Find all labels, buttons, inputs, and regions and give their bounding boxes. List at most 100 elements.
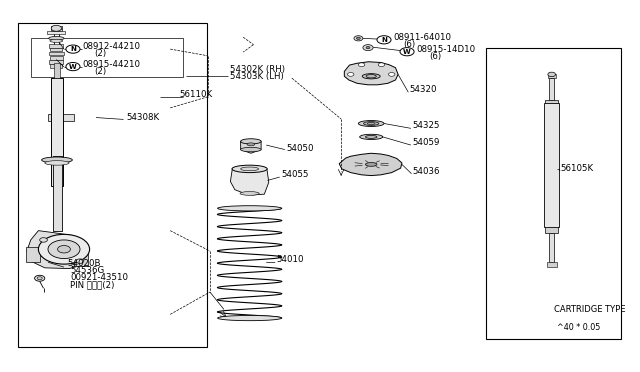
- Text: 54010: 54010: [276, 255, 304, 264]
- Ellipse shape: [218, 315, 282, 321]
- Bar: [49, 52, 64, 55]
- Ellipse shape: [218, 206, 282, 211]
- Text: 08915-44210: 08915-44210: [82, 60, 140, 69]
- Circle shape: [358, 63, 365, 67]
- Text: 54308K: 54308K: [126, 113, 159, 122]
- Text: 08915-14D10: 08915-14D10: [416, 45, 475, 54]
- Ellipse shape: [42, 157, 72, 163]
- Bar: [549, 78, 554, 100]
- Ellipse shape: [365, 135, 377, 138]
- Polygon shape: [27, 231, 87, 269]
- Text: 08912-44210: 08912-44210: [82, 42, 140, 51]
- Text: 54020B: 54020B: [67, 259, 100, 268]
- Text: 54303K (LH): 54303K (LH): [230, 72, 284, 81]
- Ellipse shape: [362, 74, 380, 79]
- Circle shape: [48, 240, 80, 259]
- Bar: [54, 63, 60, 78]
- Circle shape: [388, 73, 395, 76]
- Ellipse shape: [366, 74, 376, 78]
- Ellipse shape: [358, 121, 384, 126]
- Bar: [51, 26, 62, 31]
- Ellipse shape: [241, 147, 261, 152]
- Bar: [47, 31, 65, 34]
- Bar: [51, 78, 63, 186]
- Circle shape: [40, 238, 47, 242]
- Text: (6): (6): [429, 52, 441, 61]
- Text: 54302K (RH): 54302K (RH): [230, 65, 285, 74]
- Bar: [74, 250, 88, 266]
- Circle shape: [58, 246, 70, 253]
- Circle shape: [66, 45, 80, 53]
- Text: 54059: 54059: [413, 138, 440, 147]
- Circle shape: [366, 46, 370, 49]
- Text: 56105K: 56105K: [560, 164, 593, 173]
- Bar: [486, 48, 621, 339]
- Text: (2): (2): [95, 49, 107, 58]
- Bar: [49, 60, 63, 64]
- Polygon shape: [344, 62, 398, 85]
- Circle shape: [66, 62, 80, 71]
- Text: 54055: 54055: [282, 170, 309, 179]
- Text: W: W: [69, 64, 77, 70]
- Circle shape: [38, 234, 90, 264]
- Ellipse shape: [232, 165, 268, 173]
- Circle shape: [51, 25, 61, 31]
- Ellipse shape: [45, 161, 69, 165]
- Bar: [49, 44, 63, 48]
- Text: 00921-43510: 00921-43510: [70, 273, 129, 282]
- Circle shape: [378, 63, 385, 67]
- Text: N: N: [381, 37, 387, 43]
- Text: 54536G: 54536G: [70, 266, 105, 275]
- Ellipse shape: [241, 139, 261, 144]
- Bar: [26, 247, 40, 262]
- Text: 08911-64010: 08911-64010: [393, 33, 451, 42]
- Bar: [545, 227, 558, 232]
- Text: W: W: [403, 49, 411, 55]
- Ellipse shape: [50, 39, 63, 42]
- Circle shape: [348, 73, 354, 76]
- Bar: [50, 56, 63, 60]
- Bar: [48, 114, 74, 121]
- Bar: [18, 23, 207, 347]
- Circle shape: [363, 45, 373, 51]
- Bar: [545, 100, 558, 104]
- Text: (2): (2): [95, 67, 107, 76]
- Ellipse shape: [240, 192, 259, 195]
- Bar: [51, 48, 62, 51]
- Circle shape: [400, 48, 414, 56]
- Bar: [547, 262, 557, 267]
- Text: N: N: [70, 46, 76, 52]
- Polygon shape: [339, 153, 402, 176]
- Circle shape: [35, 275, 45, 281]
- Bar: [51, 64, 62, 68]
- Circle shape: [354, 36, 363, 41]
- Polygon shape: [230, 169, 269, 195]
- Bar: [53, 156, 62, 231]
- Bar: [549, 232, 554, 262]
- Polygon shape: [241, 141, 261, 153]
- Ellipse shape: [241, 167, 259, 171]
- Text: 54050: 54050: [287, 144, 314, 153]
- Bar: [31, 38, 183, 77]
- Text: 56110K: 56110K: [179, 90, 212, 99]
- Circle shape: [548, 72, 556, 77]
- Ellipse shape: [367, 122, 375, 125]
- Bar: [544, 103, 559, 227]
- Text: 54036: 54036: [413, 167, 440, 176]
- Text: 54325: 54325: [413, 121, 440, 130]
- Text: 54320: 54320: [410, 85, 437, 94]
- Circle shape: [37, 277, 42, 280]
- Ellipse shape: [360, 134, 383, 140]
- Bar: [548, 74, 556, 78]
- Text: PIN ビン(2): PIN ビン(2): [70, 280, 115, 289]
- Text: ^40 * 0.05: ^40 * 0.05: [557, 323, 600, 332]
- Circle shape: [377, 36, 391, 44]
- Ellipse shape: [247, 143, 255, 146]
- Text: (6): (6): [403, 40, 415, 49]
- Ellipse shape: [364, 122, 379, 125]
- Ellipse shape: [365, 163, 377, 166]
- Circle shape: [76, 259, 84, 263]
- Text: CARTRIDGE TYPE: CARTRIDGE TYPE: [554, 305, 625, 314]
- Ellipse shape: [49, 36, 64, 40]
- Circle shape: [356, 37, 360, 39]
